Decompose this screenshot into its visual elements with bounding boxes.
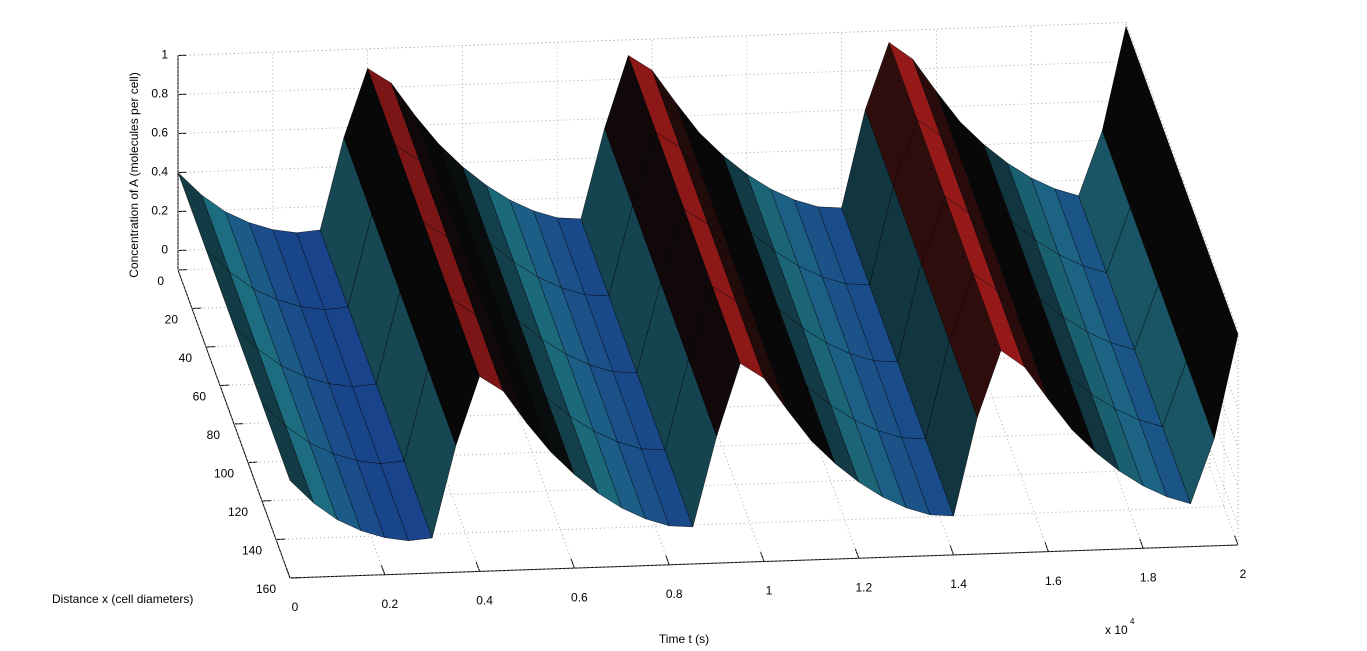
- x-exponent-power: 4: [1130, 617, 1135, 626]
- z-tick-label: 0.2: [151, 204, 168, 218]
- grid-line: [177, 22, 1127, 56]
- y-tick-label: 120: [228, 505, 248, 519]
- z-tick-label: 0.6: [151, 126, 168, 140]
- z-tick-label: 1: [161, 48, 168, 62]
- y-tick-label: 20: [165, 313, 179, 327]
- tick-mark: [286, 568, 291, 579]
- x-tick-label: 1.8: [1140, 570, 1157, 584]
- x-tick-label: 1.2: [855, 580, 872, 594]
- labels: Concentration of A (molecules per cell) …: [52, 72, 1135, 646]
- y-tick-label: 80: [207, 428, 221, 442]
- x-tick-label: 0.8: [666, 587, 683, 601]
- x-tick-label: 1.4: [950, 577, 967, 591]
- z-tick-label: 0: [161, 243, 168, 257]
- y-tick-label: 40: [179, 351, 193, 365]
- tick-mark: [380, 565, 386, 575]
- x-tick-label: 0.2: [381, 597, 398, 611]
- x-exponent-base: x 10: [1105, 623, 1128, 637]
- tick-mark: [570, 558, 575, 569]
- y-axis-label: Distance x (cell diameters): [52, 592, 193, 606]
- z-tick-label: 0.4: [151, 165, 168, 179]
- tick-mark: [665, 555, 670, 565]
- tick-mark: [1234, 535, 1239, 546]
- tick-mark: [1139, 538, 1144, 549]
- x-tick-label: 0.6: [571, 590, 588, 604]
- x-tick-label: 1: [766, 584, 773, 598]
- x-tick-label: 0.4: [476, 594, 493, 608]
- z-tick-label: 0.8: [151, 87, 168, 101]
- tick-mark: [854, 548, 860, 559]
- tick-mark: [1044, 542, 1049, 552]
- x-tick-label: 2: [1240, 567, 1247, 581]
- tick-mark: [949, 545, 955, 556]
- y-tick-label: 140: [242, 544, 262, 558]
- grid-line: [177, 22, 1127, 56]
- tick-mark: [760, 552, 765, 562]
- y-tick-label: 100: [214, 467, 234, 481]
- tick-mark: [475, 561, 481, 572]
- axes-box: 0 0.2 0.4 0.6 0.8 1 0 0.2 0.4 0.6 0.8 1 1.2 1.4 1.6 1.8…: [151, 22, 1247, 614]
- x-tick-label: 0: [292, 600, 299, 614]
- z-axis-label: Concentration of A (molecules per cell): [127, 72, 141, 277]
- x-tick-label: 1.6: [1045, 574, 1062, 588]
- surface: [177, 25, 1239, 541]
- y-tick-label: 160: [256, 582, 276, 596]
- x-axis-label: Time t (s): [659, 632, 709, 646]
- y-tick-label: 0: [157, 274, 164, 288]
- y-tick-label: 60: [193, 390, 207, 404]
- surface-patch: [1186, 256, 1239, 440]
